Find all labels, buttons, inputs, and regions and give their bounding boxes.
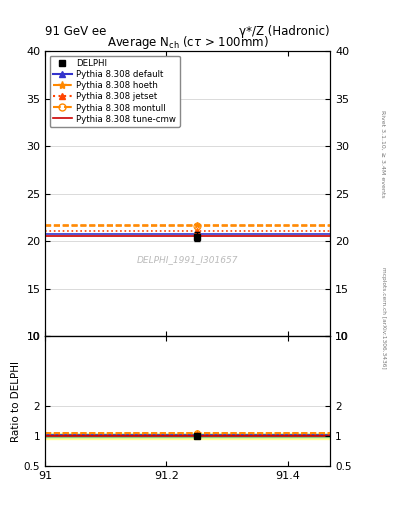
- Y-axis label: Ratio to DELPHI: Ratio to DELPHI: [11, 360, 21, 442]
- Text: γ*/Z (Hadronic): γ*/Z (Hadronic): [239, 26, 330, 38]
- Bar: [45, 433, 330, 439]
- Title: Average N$_{\mathregular{ch}}$ (c$\tau$ > 100mm): Average N$_{\mathregular{ch}}$ (c$\tau$ …: [107, 34, 268, 51]
- Text: DELPHI_1991_I301657: DELPHI_1991_I301657: [137, 255, 239, 264]
- Text: 91 GeV ee: 91 GeV ee: [45, 26, 107, 38]
- Text: mcplots.cern.ch [arXiv:1306.3436]: mcplots.cern.ch [arXiv:1306.3436]: [381, 267, 386, 368]
- Bar: [45, 435, 330, 437]
- Text: Rivet 3.1.10, ≥ 3.4M events: Rivet 3.1.10, ≥ 3.4M events: [381, 110, 386, 198]
- Legend: DELPHI, Pythia 8.308 default, Pythia 8.308 hoeth, Pythia 8.308 jetset, Pythia 8.: DELPHI, Pythia 8.308 default, Pythia 8.3…: [50, 55, 180, 127]
